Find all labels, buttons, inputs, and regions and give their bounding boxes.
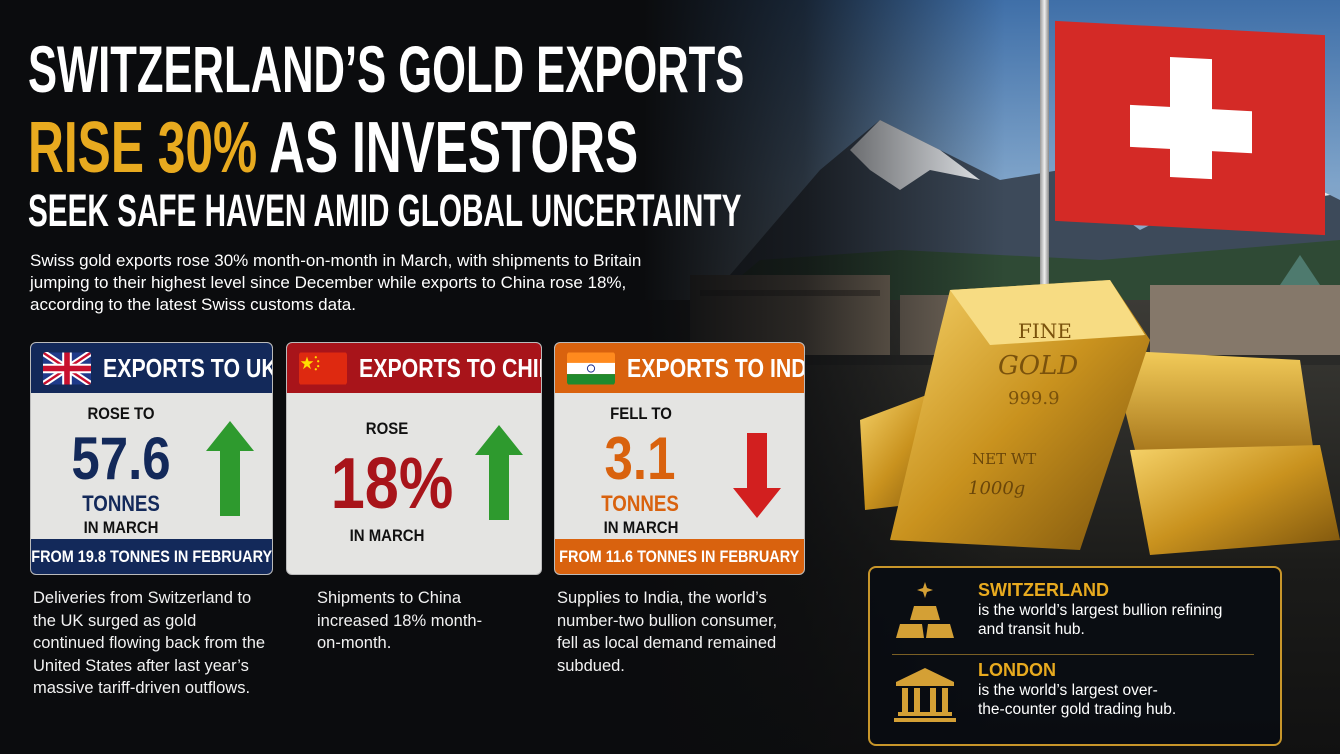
down-arrow-icon — [733, 433, 781, 518]
india-flag-icon — [567, 352, 615, 384]
card-unit: TONNES — [82, 491, 160, 516]
gold-bar-gold: GOLD — [998, 351, 1078, 381]
gold-bars-icon — [896, 582, 954, 638]
card-footer: FROM 19.8 TONNES IN FEBRUARY — [31, 539, 272, 574]
divider — [892, 654, 1254, 655]
card-top-label: FELL TO — [610, 404, 672, 423]
card-period: IN MARCH — [83, 518, 159, 537]
card-title: EXPORTS TO INDIA — [627, 352, 804, 383]
india-description: Supplies to India, the world’s number-tw… — [557, 589, 778, 675]
card-period: IN MARCH — [603, 518, 679, 537]
uk-description: Deliveries from Switzerland to the UK su… — [33, 589, 266, 697]
card-value: 18% — [330, 444, 454, 524]
up-arrow-icon — [206, 421, 254, 516]
bank-building-icon — [894, 668, 956, 722]
card-header: EXPORTS TO UK — [31, 343, 272, 393]
gold-bar-weight: 1000g — [968, 478, 1025, 499]
china-description: Shipments to China increased 18% month-o… — [317, 589, 483, 652]
gold-bar-fine: FINE — [1018, 319, 1072, 343]
card-china: EXPORTS TO CHINA ROSE 18% IN MARCH — [286, 342, 542, 575]
headline-line2-rest: AS INVESTORS — [269, 108, 639, 188]
card-title: EXPORTS TO UK — [103, 352, 273, 383]
card-title: EXPORTS TO CHINA — [359, 352, 541, 383]
headline-highlight: RISE 30% — [28, 108, 258, 188]
card-uk: EXPORTS TO UK ROSE TO 57.6 TONNES IN MAR… — [30, 342, 273, 575]
card-period: IN MARCH — [349, 526, 425, 545]
card-footer-text: FROM 11.6 TONNES IN FEBRUARY — [559, 546, 800, 566]
headline-line3: SEEK SAFE HAVEN AMID GLOBAL UNCERTAINTY — [28, 185, 742, 236]
card-top-label: ROSE TO — [87, 404, 155, 423]
uk-flag-icon — [43, 351, 91, 385]
info-text-london: is the world’s largest over-the-counter … — [978, 682, 1177, 718]
up-arrow-icon — [475, 425, 523, 520]
card-top-label: ROSE — [365, 419, 409, 438]
card-value: 3.1 — [604, 425, 676, 492]
card-header: EXPORTS TO CHINA — [287, 343, 541, 393]
headline-line2: RISE 30% AS INVESTORS — [28, 112, 638, 184]
gold-bars-image: FINE GOLD 999.9 NET WT 1000g — [860, 280, 1340, 555]
gold-bar-purity: 999.9 — [1008, 388, 1060, 409]
info-title-london: LONDON — [978, 660, 1056, 680]
china-flag-icon — [299, 352, 347, 384]
card-footer: FROM 11.6 TONNES IN FEBRUARY — [555, 539, 804, 574]
intro-paragraph: Swiss gold exports rose 30% month-on-mon… — [30, 251, 642, 314]
card-value: 57.6 — [71, 425, 171, 492]
gold-bar-netwt: NET WT — [972, 450, 1036, 468]
card-unit: TONNES — [601, 491, 679, 516]
card-india: EXPORTS TO INDIA FELL TO 3.1 TONNES IN M… — [554, 342, 805, 575]
info-title-switzerland: SWITZERLAND — [978, 580, 1109, 600]
card-footer-text: FROM 19.8 TONNES IN FEBRUARY — [31, 546, 272, 566]
headline-line1: SWITZERLAND’S GOLD EXPORTS — [28, 32, 745, 106]
card-header: EXPORTS TO INDIA — [555, 343, 804, 393]
info-box: SWITZERLAND is the world’s largest bulli… — [868, 566, 1282, 746]
info-text-switzerland: is the world’s largest bullion refining … — [978, 602, 1223, 638]
